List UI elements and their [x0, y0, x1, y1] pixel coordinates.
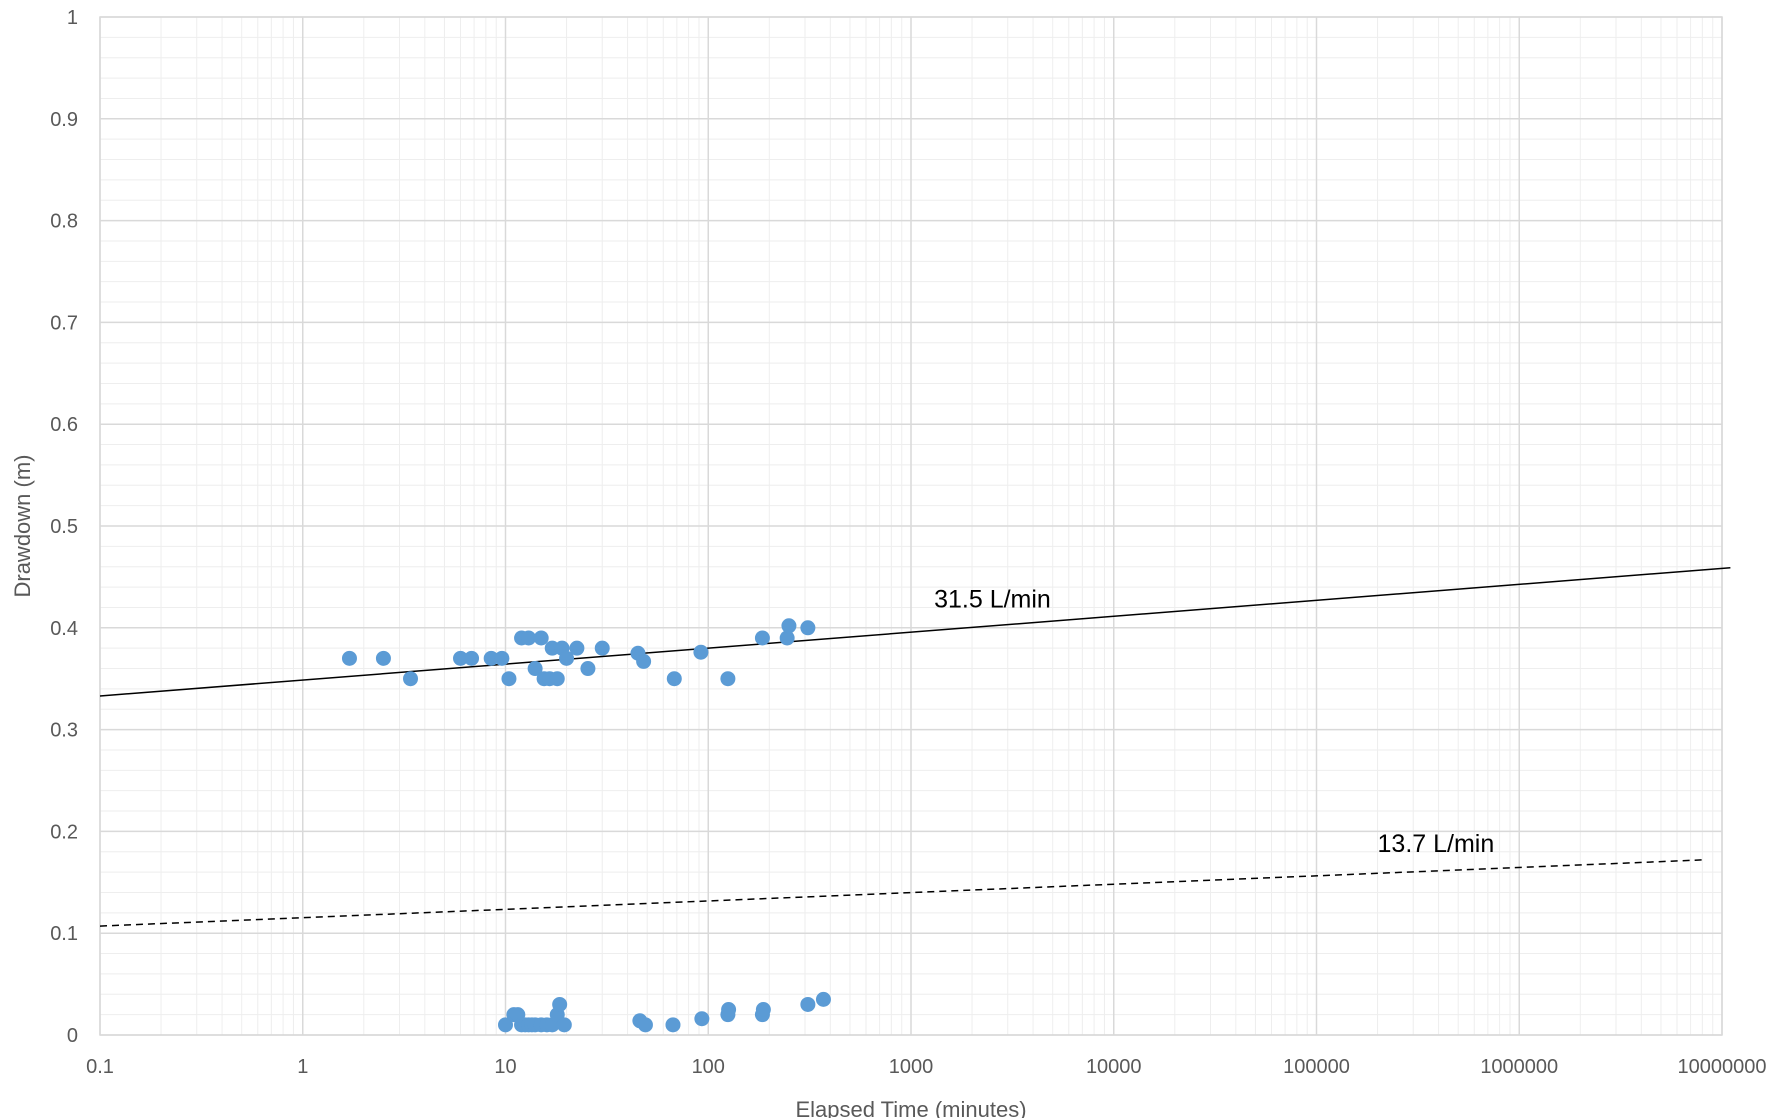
- data-point: [636, 653, 652, 669]
- data-point: [666, 671, 682, 687]
- data-point: [665, 1017, 681, 1033]
- data-point: [527, 661, 543, 677]
- data-point: [779, 630, 795, 646]
- x-tick-label: 0.1: [86, 1056, 114, 1078]
- data-point: [521, 630, 537, 646]
- data-point: [800, 996, 816, 1012]
- x-tick-label: 1000000: [1480, 1056, 1558, 1078]
- data-point: [637, 1017, 653, 1033]
- data-point: [559, 650, 575, 666]
- data-point: [781, 618, 797, 634]
- y-tick-label: 0.6: [50, 414, 78, 436]
- data-point: [693, 644, 709, 660]
- y-tick-label: 1: [67, 7, 78, 29]
- trend-line-solid: [99, 566, 1731, 697]
- y-tick-label: 0.1: [50, 923, 78, 945]
- data-point: [556, 1017, 572, 1033]
- data-point: [498, 1017, 513, 1033]
- y-tick-label: 0.3: [50, 720, 78, 742]
- flow-rate-label: 13.7 L/min: [1378, 830, 1495, 858]
- y-tick-label: 0.8: [50, 211, 78, 233]
- y-tick-label: 0.5: [50, 516, 78, 538]
- y-tick-label: 0.2: [50, 821, 78, 843]
- x-axis-title: Elapsed Time (minutes): [795, 1097, 1026, 1118]
- x-tick-label: 100: [692, 1056, 725, 1078]
- data-point: [594, 640, 610, 656]
- data-point: [549, 671, 565, 687]
- data-point: [341, 650, 357, 666]
- data-point: [403, 671, 419, 687]
- x-tick-label: 10: [494, 1056, 516, 1078]
- data-point: [800, 620, 816, 636]
- data-point: [815, 991, 831, 1007]
- data-point: [569, 640, 585, 656]
- x-tick-label: 10000000: [1678, 1056, 1767, 1078]
- data-point: [754, 630, 770, 646]
- data-point: [533, 630, 549, 646]
- flow-rate-label: 31.5 L/min: [934, 585, 1051, 613]
- data-point: [755, 1002, 771, 1018]
- data-point: [464, 650, 480, 666]
- y-tick-label: 0.9: [50, 109, 78, 131]
- x-tick-label: 1: [297, 1056, 308, 1078]
- y-tick-label: 0.7: [50, 312, 78, 334]
- data-point: [375, 650, 391, 666]
- data-point: [494, 650, 510, 666]
- data-point: [721, 1002, 737, 1018]
- data-point: [720, 671, 736, 687]
- x-tick-label: 100000: [1283, 1056, 1350, 1078]
- trend-lines: [99, 566, 1731, 927]
- data-points: [341, 618, 831, 1033]
- y-tick-label: 0: [67, 1025, 78, 1047]
- trend-line-dashed: [99, 859, 1703, 927]
- data-point: [694, 1011, 710, 1027]
- x-axis-ticks: 0.1 1 10 100 1000 10000 100000 1000000 10000000: [86, 1056, 1766, 1078]
- data-point: [552, 996, 568, 1012]
- grid: [99, 16, 1723, 1036]
- annotations: 31.5 L/min 13.7 L/min: [934, 585, 1494, 857]
- data-point: [580, 661, 596, 677]
- x-tick-label: 1000: [889, 1056, 934, 1078]
- data-point: [453, 650, 469, 666]
- data-point: [483, 650, 499, 666]
- data-point: [501, 671, 517, 687]
- plot-border: [99, 16, 1723, 1036]
- y-tick-label: 0.4: [50, 618, 78, 640]
- y-axis-ticks: 0 0.1 0.2 0.3 0.4 0.5 0.6 0.7 0.8 0.9 1: [50, 7, 78, 1047]
- x-tick-label: 10000: [1086, 1056, 1142, 1078]
- y-axis-title: Drawdown (m): [10, 454, 35, 597]
